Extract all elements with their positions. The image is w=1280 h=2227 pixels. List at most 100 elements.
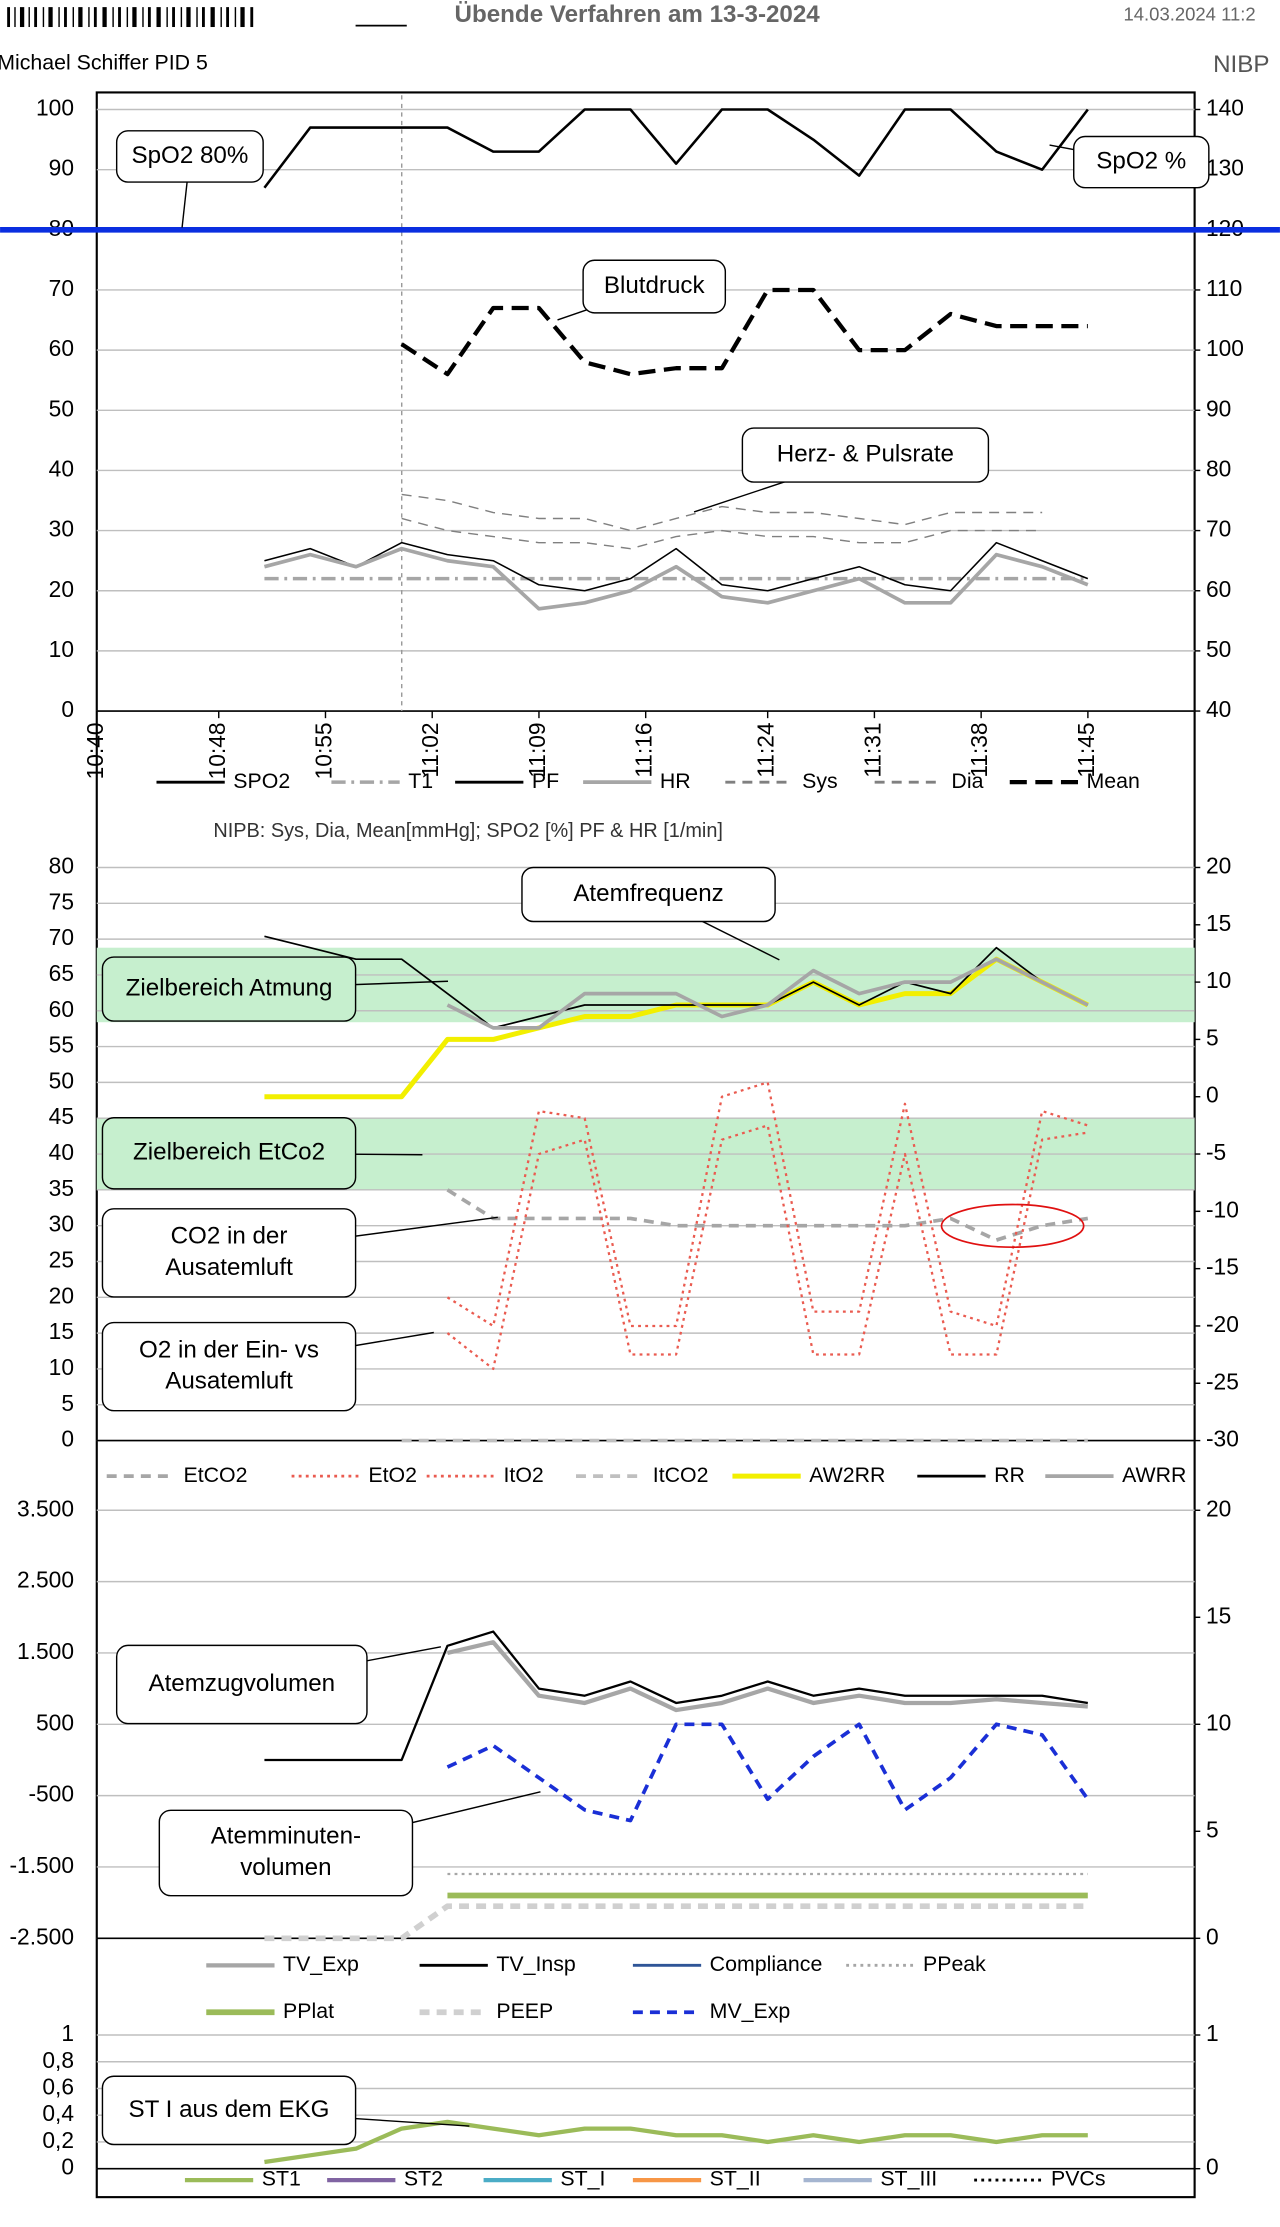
callout-text: Atemzugvolumen bbox=[148, 1670, 335, 1697]
y2-tick-label: 0 bbox=[1206, 1082, 1219, 1108]
legend-label: ST_III bbox=[880, 2167, 937, 2191]
y-tick-label: 2.500 bbox=[17, 1567, 74, 1593]
x-tick-label: 10:40 bbox=[82, 722, 108, 779]
callout-box bbox=[1073, 135, 1210, 189]
legend-label: HR bbox=[660, 769, 691, 793]
y2-tick-label: 140 bbox=[1206, 95, 1244, 121]
y-tick-label: 15 bbox=[49, 1318, 74, 1344]
callout-text: SpO2 % bbox=[1096, 148, 1186, 175]
y-tick-label: 70 bbox=[49, 275, 74, 301]
callout-box bbox=[101, 1117, 357, 1190]
series-line bbox=[401, 493, 1043, 532]
chart-note: NIPB: Sys, Dia, Mean[mmHg]; SPO2 [%] PF … bbox=[213, 820, 723, 842]
callout-text: CO2 in der bbox=[171, 1223, 288, 1250]
series-line bbox=[264, 541, 1089, 592]
series-line bbox=[264, 2119, 1088, 2165]
y-tick-label: 65 bbox=[49, 960, 74, 986]
callout-box bbox=[101, 1321, 357, 1412]
y2-tick-label: 80 bbox=[1206, 455, 1231, 481]
y-tick-label: 0,4 bbox=[42, 2100, 74, 2126]
series-line bbox=[401, 517, 1043, 550]
callout-text: ST I aus dem EKG bbox=[129, 2096, 330, 2123]
legend-label: AW2RR bbox=[809, 1463, 885, 1487]
callout-text: Ausatemluft bbox=[165, 1254, 293, 1281]
y2-tick-label: 50 bbox=[1206, 636, 1231, 662]
legend-label: Mean bbox=[1087, 769, 1140, 793]
y2-tick-label: 60 bbox=[1206, 576, 1231, 602]
legend-label: EtCO2 bbox=[184, 1463, 248, 1487]
y2-tick-label: -20 bbox=[1206, 1311, 1239, 1337]
x-tick-label: 10:55 bbox=[310, 722, 336, 779]
callout-box bbox=[101, 956, 357, 1022]
y2-tick-label: 110 bbox=[1206, 275, 1242, 301]
legend-label: PVCs bbox=[1051, 2167, 1106, 2191]
legend-label: Compliance bbox=[710, 1952, 823, 1976]
series-line bbox=[446, 957, 1089, 1030]
y-tick-label: 10 bbox=[49, 1354, 74, 1380]
y-tick-label: 30 bbox=[49, 516, 74, 542]
callout-text: volumen bbox=[240, 1854, 331, 1881]
report-timestamp: 14.03.2024 11:2 bbox=[1124, 4, 1256, 25]
y2-tick-label: -30 bbox=[1206, 1426, 1239, 1452]
legend-label: ItO2 bbox=[503, 1463, 543, 1487]
legend-label: AWRR bbox=[1122, 1463, 1186, 1487]
legend-label: ST2 bbox=[404, 2167, 443, 2191]
callout-box bbox=[158, 1809, 414, 1897]
legend-label: RR bbox=[994, 1463, 1025, 1487]
y-tick-label: 1.500 bbox=[17, 1638, 74, 1664]
series-line bbox=[264, 935, 1089, 1029]
legend-label: Sys bbox=[802, 769, 838, 793]
series-line bbox=[446, 1188, 1089, 1242]
y-tick-label: 55 bbox=[49, 1032, 74, 1058]
legend-label: EtO2 bbox=[368, 1463, 417, 1487]
series-line bbox=[263, 108, 1089, 189]
y2-tick-label: -5 bbox=[1206, 1139, 1226, 1165]
callout-box bbox=[521, 866, 776, 923]
callout-text: Zielbereich EtCo2 bbox=[133, 1139, 325, 1166]
series-line bbox=[264, 1903, 1088, 1942]
y-tick-label: 0,6 bbox=[42, 2074, 74, 2100]
legend-label: MV_Exp bbox=[710, 1999, 791, 2023]
y-tick-label: 20 bbox=[49, 1282, 74, 1308]
x-tick-label: 11:24 bbox=[753, 722, 779, 777]
y-tick-label: 60 bbox=[49, 335, 74, 361]
y2-tick-label: 5 bbox=[1206, 1024, 1219, 1050]
y-tick-label: 35 bbox=[49, 1175, 74, 1201]
y-tick-label: 0,2 bbox=[42, 2127, 74, 2153]
callout-text: Ausatemluft bbox=[165, 1368, 293, 1395]
y-tick-label: 45 bbox=[49, 1103, 74, 1129]
legend-label: ST_I bbox=[560, 2167, 605, 2191]
legend-label: TV_Exp bbox=[283, 1952, 359, 1976]
callout-box bbox=[101, 1208, 357, 1298]
y2-tick-label: 20 bbox=[1206, 852, 1231, 878]
y-tick-label: 25 bbox=[49, 1247, 74, 1273]
y-tick-label: 0,8 bbox=[42, 2047, 74, 2073]
legend-label: SPO2 bbox=[233, 769, 290, 793]
y-tick-label: 1 bbox=[61, 2020, 74, 2046]
callout-text: SpO2 80% bbox=[131, 142, 248, 169]
side-label: NIBP bbox=[1213, 51, 1269, 78]
series-line bbox=[264, 1630, 1088, 1762]
y-tick-label: -2.500 bbox=[9, 1923, 74, 1949]
y2-tick-label: 40 bbox=[1206, 696, 1231, 722]
y-tick-label: 40 bbox=[49, 1139, 74, 1165]
y-tick-label: 5 bbox=[61, 1390, 74, 1416]
x-tick-label: 11:16 bbox=[631, 722, 657, 777]
series-line bbox=[400, 287, 1088, 377]
y2-tick-label: -15 bbox=[1206, 1254, 1239, 1280]
y-tick-label: 50 bbox=[49, 1067, 74, 1093]
y-tick-label: 40 bbox=[49, 455, 74, 481]
y2-tick-label: 5 bbox=[1206, 1816, 1219, 1842]
y-tick-label: 10 bbox=[49, 636, 74, 662]
legend-label: Dia bbox=[951, 769, 983, 793]
barcode bbox=[7, 7, 254, 28]
x-tick-label: 10:48 bbox=[204, 722, 230, 779]
y-tick-label: -1.500 bbox=[9, 1852, 74, 1878]
y-tick-label: 80 bbox=[49, 852, 74, 878]
y2-tick-label: -10 bbox=[1206, 1196, 1239, 1222]
callout-box bbox=[115, 1644, 368, 1725]
y-tick-label: 75 bbox=[49, 888, 74, 914]
charts: 0102030405060708090100405060708090100110… bbox=[0, 95, 1280, 2191]
callout-text: Zielbereich Atmung bbox=[126, 974, 333, 1001]
